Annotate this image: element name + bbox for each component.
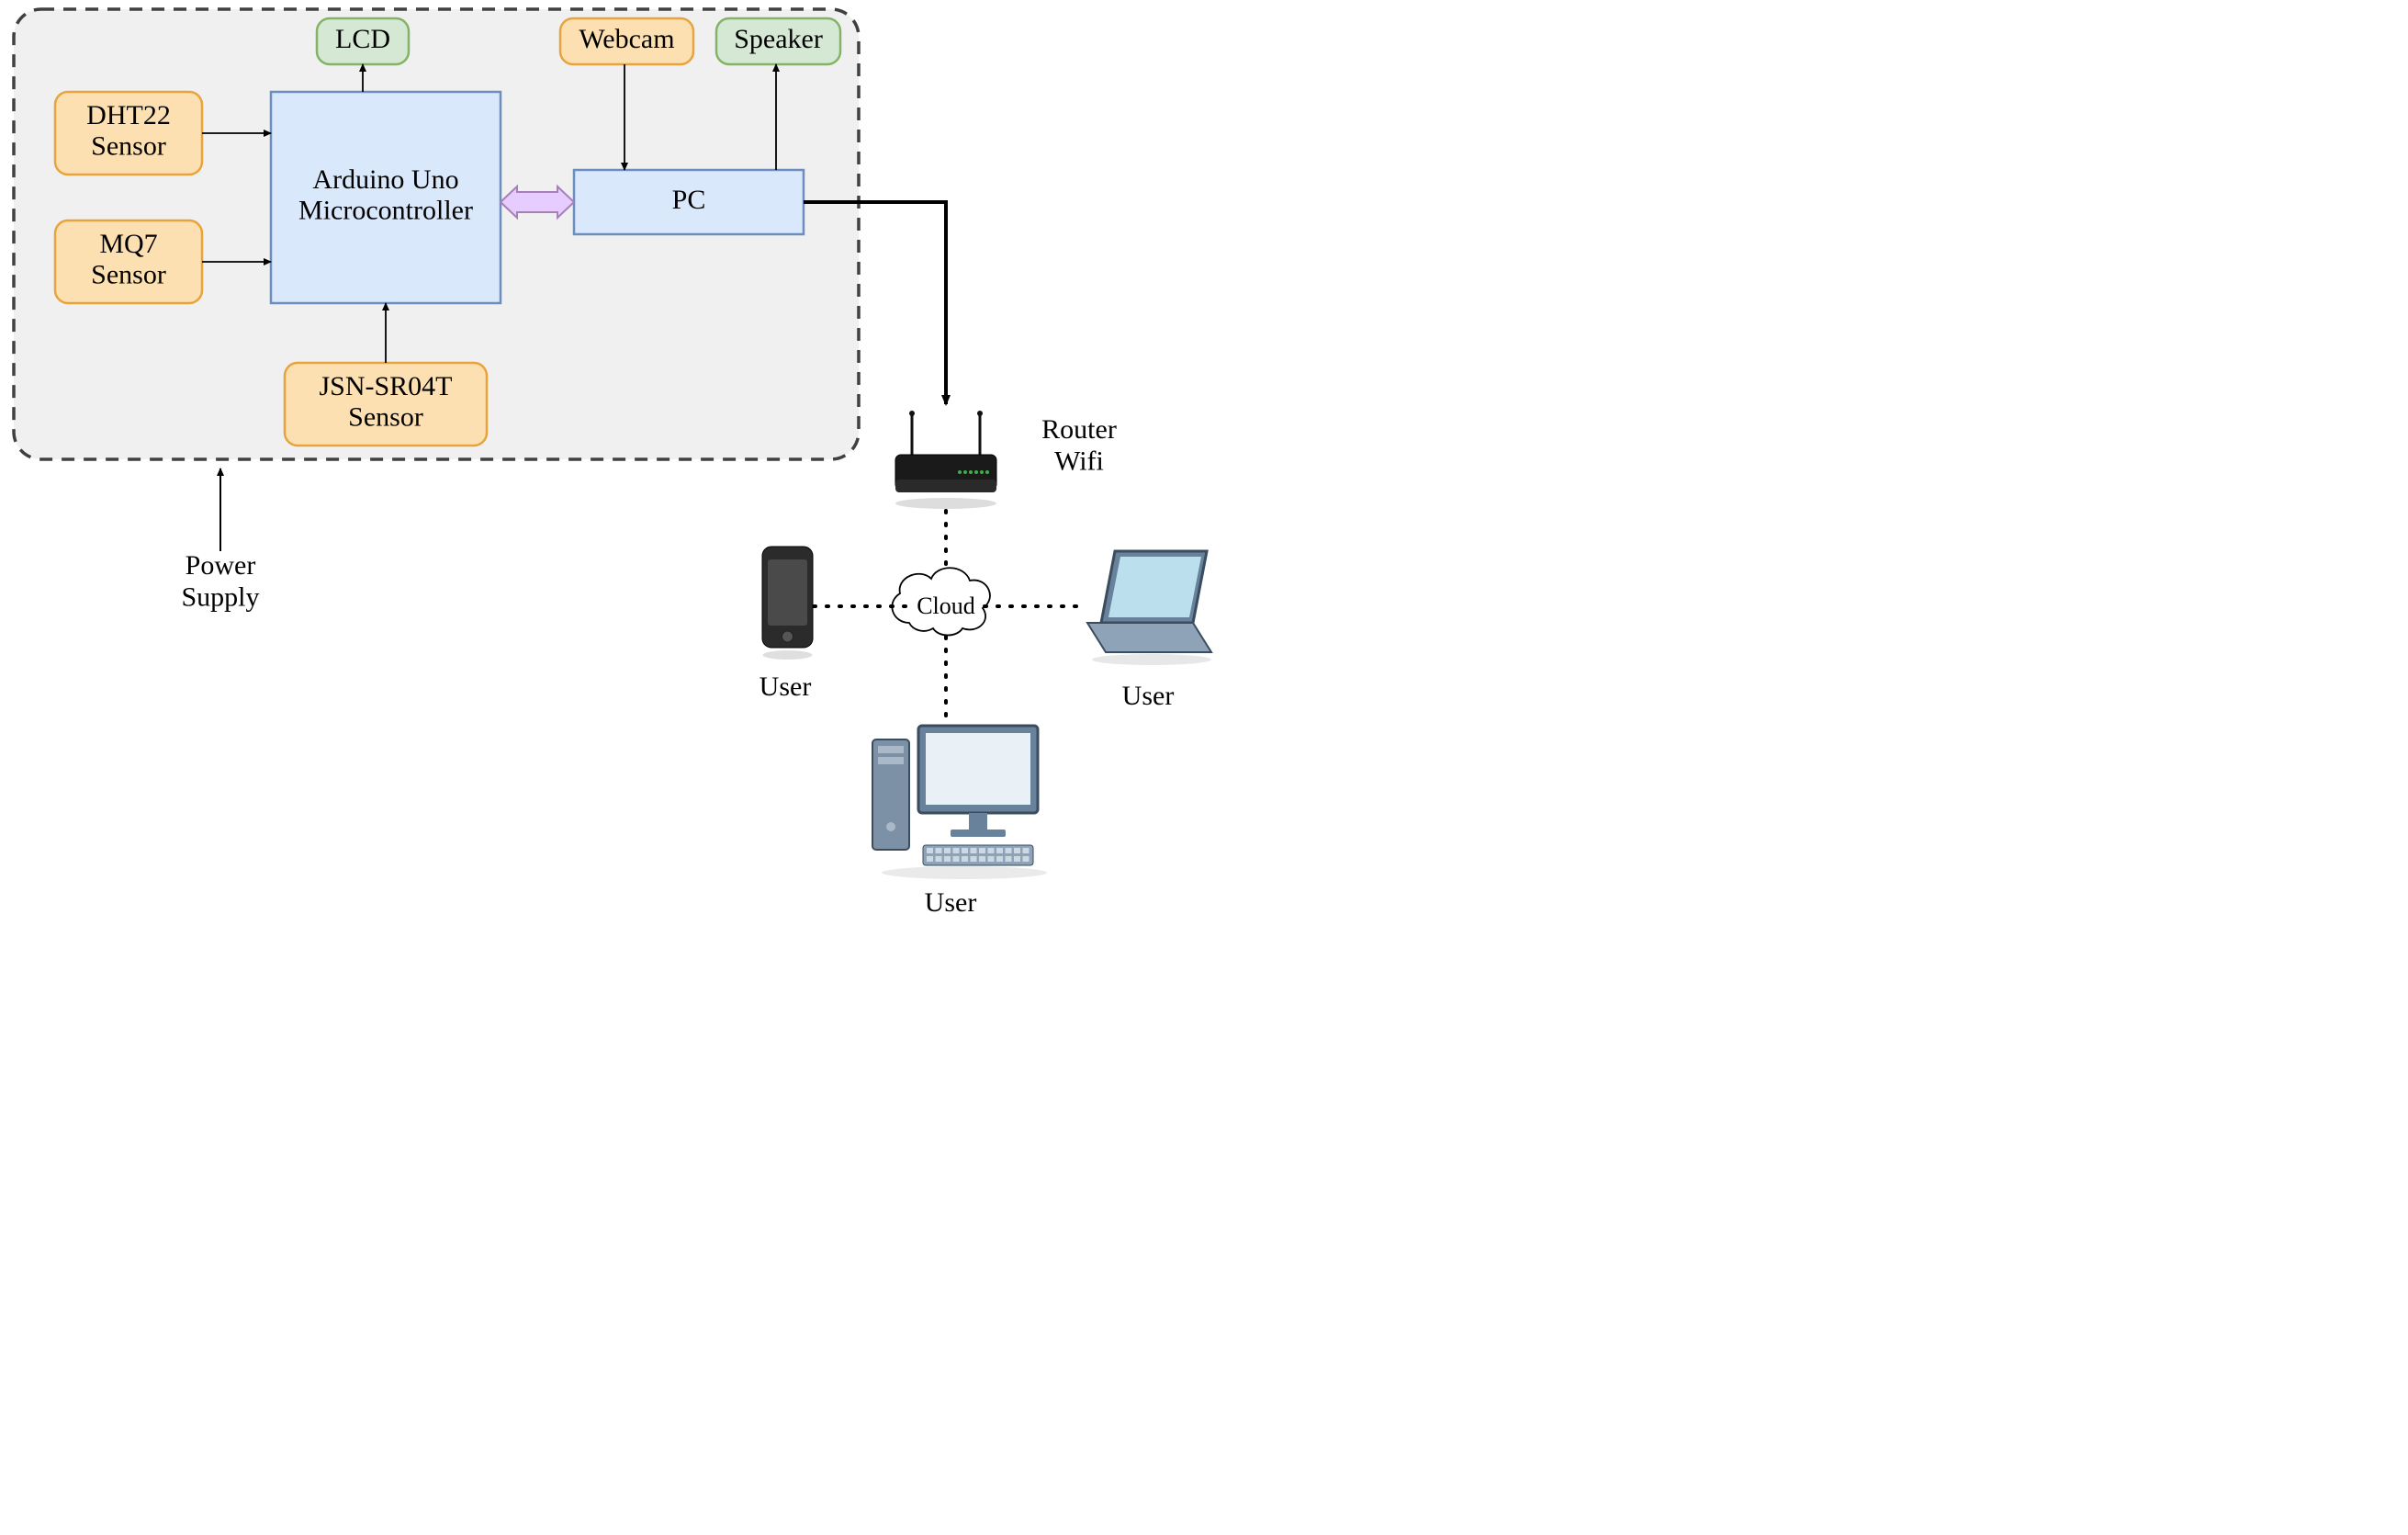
node-pc: PC [574,170,804,234]
label-power_supply: Power [186,550,256,581]
label-user_phone: User [760,672,812,702]
node-jsn-label: Sensor [348,402,423,433]
node-dht22-label: Sensor [91,131,166,162]
node-dht22: DHT22Sensor [55,92,202,175]
node-jsn-label: JSN-SR04T [319,371,452,401]
node-arduino-label: Arduino Uno [312,164,458,195]
node-arduino: Arduino UnoMicrocontroller [271,92,501,303]
node-dht22-label: DHT22 [86,100,171,130]
node-lcd-label: LCD [335,24,390,54]
cloud-label: Cloud [917,593,975,619]
node-webcam: Webcam [560,18,693,64]
desktop-icon [872,726,1047,879]
phone-icon [762,547,813,660]
label-power_supply: Supply [181,581,259,612]
node-jsn: JSN-SR04TSensor [285,363,487,446]
label-router_wifi: Router [1041,414,1117,445]
bidir-arrow-arduino-pc [501,186,574,218]
node-arduino-label: Microcontroller [298,196,473,226]
node-speaker: Speaker [716,18,840,64]
laptop-icon [1087,551,1211,665]
label-router_wifi: Wifi [1054,446,1104,476]
node-lcd: LCD [317,18,409,64]
cloud: Cloud [892,568,990,635]
node-pc-label: PC [672,185,706,215]
node-mq7: MQ7Sensor [55,220,202,303]
label-user_laptop: User [1122,681,1175,711]
node-mq7-label: MQ7 [99,229,157,259]
node-speaker-label: Speaker [734,24,823,54]
node-mq7-label: Sensor [91,260,166,290]
router-icon [895,411,996,509]
node-webcam-label: Webcam [579,24,674,54]
label-user_desktop: User [925,887,977,918]
